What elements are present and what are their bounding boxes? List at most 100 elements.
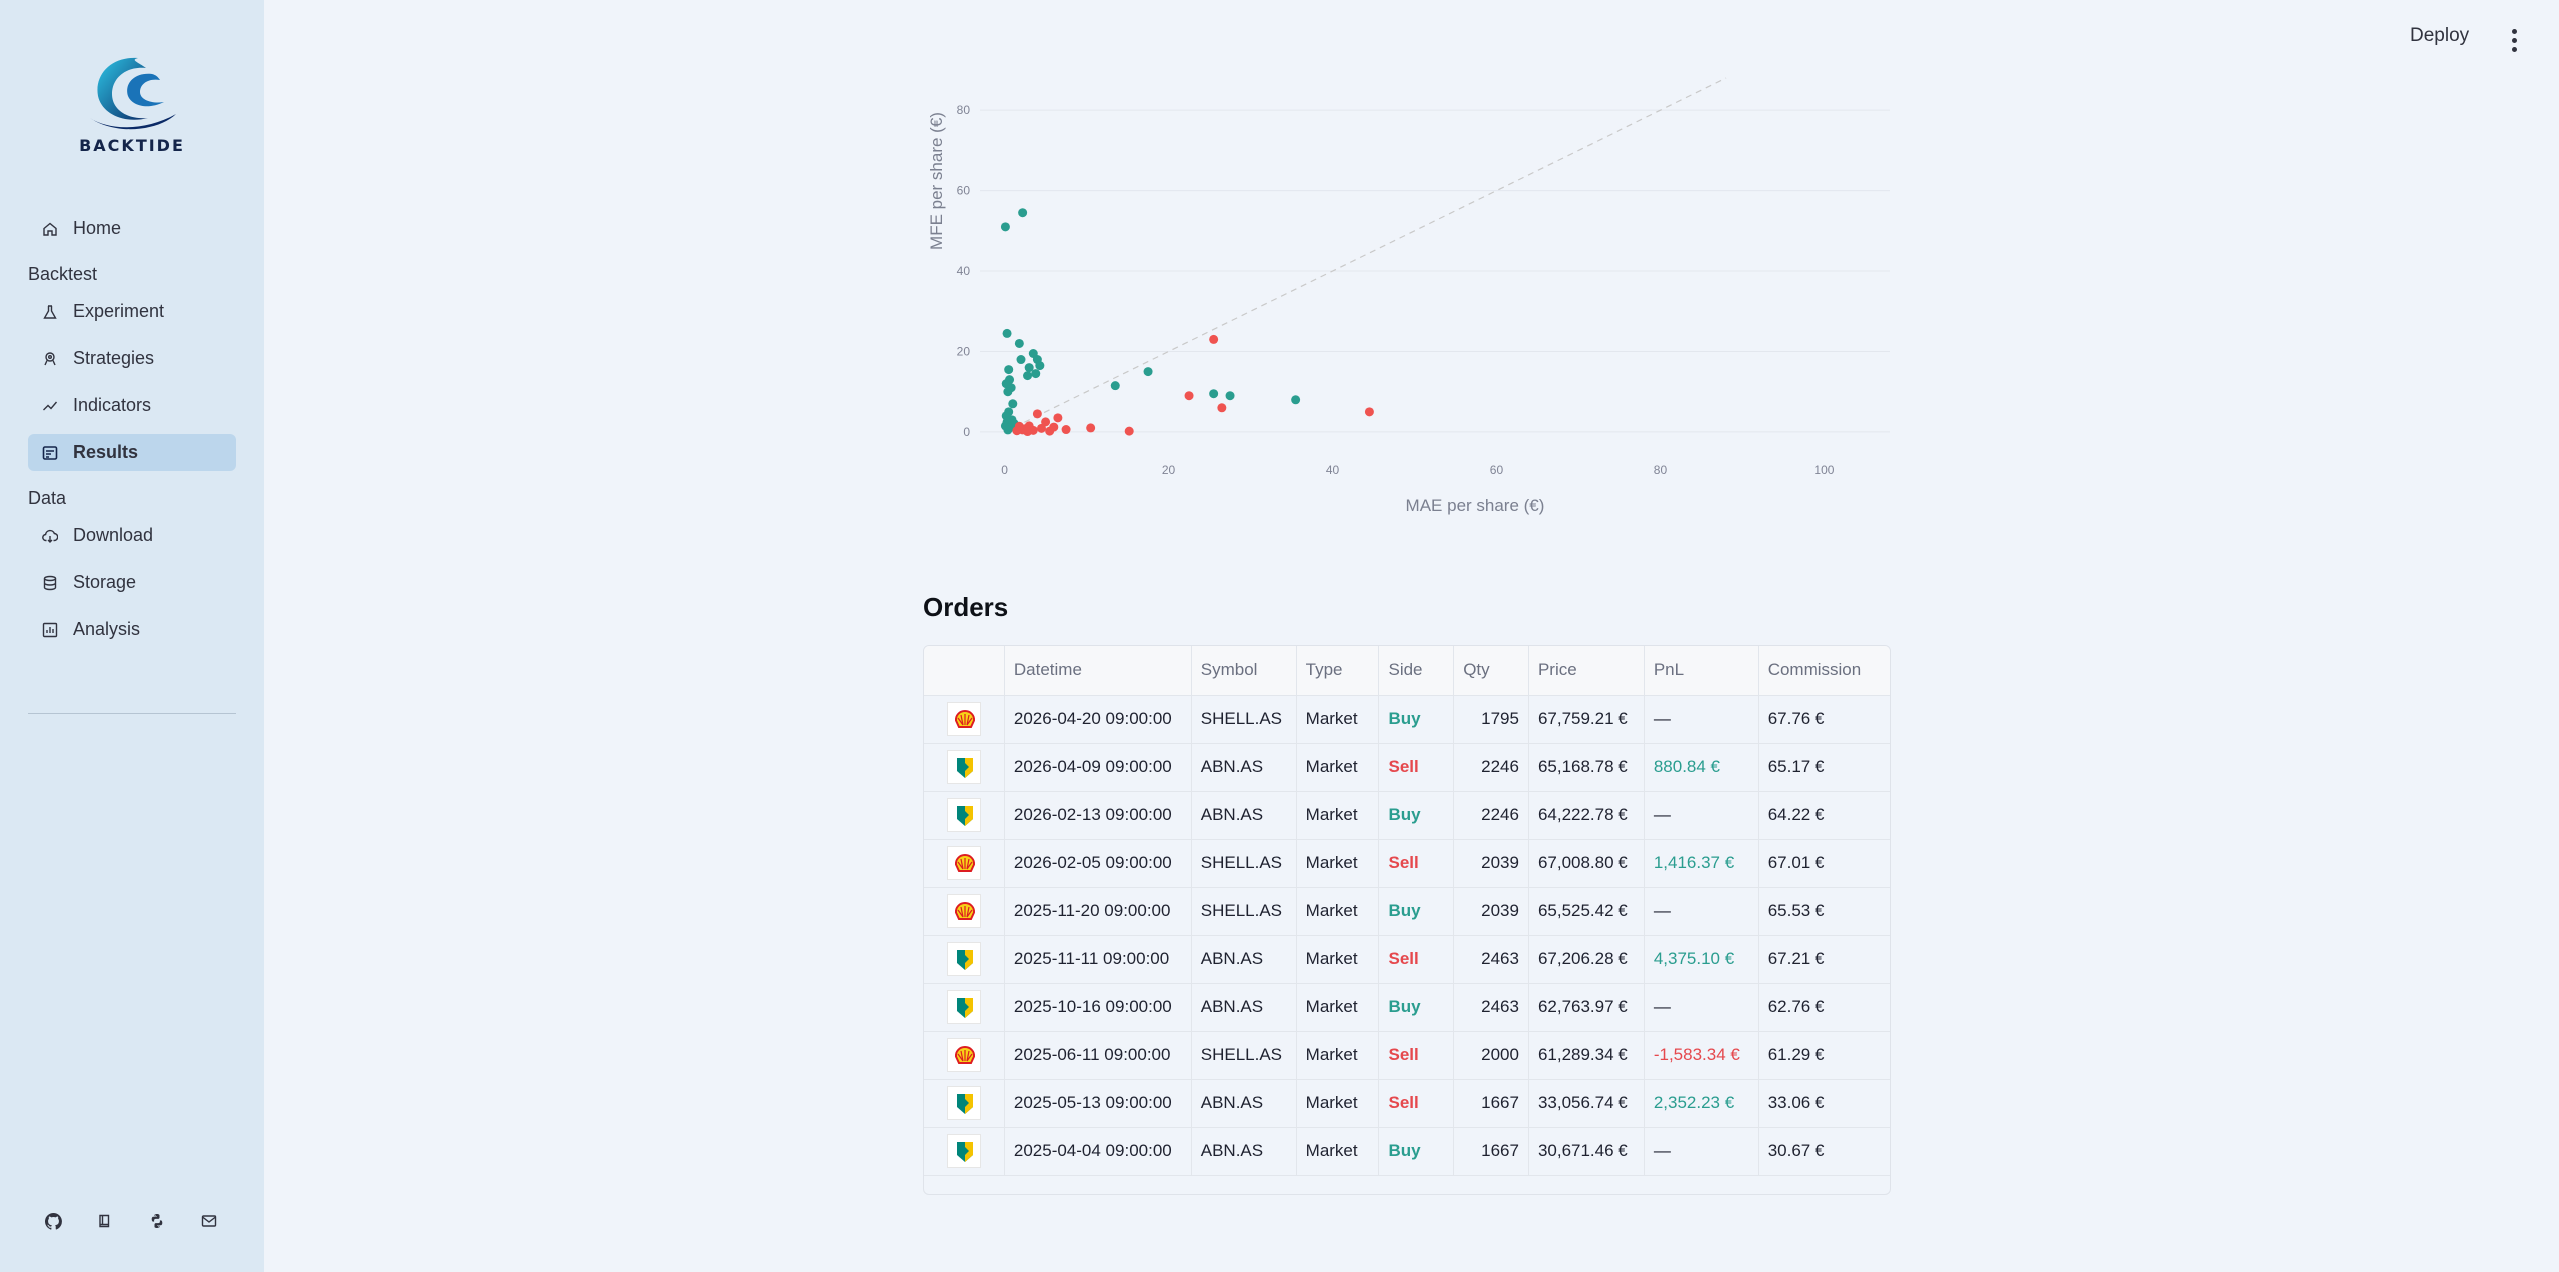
column-header[interactable]	[924, 646, 1005, 696]
abn-logo-icon	[946, 1086, 981, 1120]
column-header[interactable]: Commission	[1758, 646, 1890, 696]
scatter-point-win	[1209, 389, 1219, 399]
cell-price: 65,168.78 €	[1528, 743, 1645, 792]
abn-logo-icon	[956, 1142, 973, 1162]
scatter-point-loss	[1124, 426, 1134, 436]
cell-qty: 2246	[1453, 743, 1529, 792]
abn-logo-icon	[956, 1094, 973, 1114]
cell-side: Buy	[1378, 983, 1455, 1032]
cell-side: Buy	[1378, 695, 1455, 744]
python-icon[interactable]	[148, 1212, 166, 1230]
cell-commission: 67.76 €	[1758, 695, 1890, 744]
sidebar-item-results[interactable]: Results	[28, 434, 236, 471]
book-icon[interactable]	[96, 1212, 114, 1230]
cell-price: 62,763.97 €	[1528, 983, 1645, 1032]
mae-mfe-scatter-chart[interactable]: 0 20 40 60 80 0 20 40 60 80 100 MAE per share (€) MF…	[922, 70, 1894, 550]
cell-datetime: 2025-11-20 09:00:00	[1004, 887, 1192, 936]
y-tick-label: 60	[957, 184, 971, 198]
scatter-point-win	[1035, 361, 1045, 371]
table-row[interactable]: 2025-11-20 09:00:00 SHELL.AS Market Buy 2039…	[924, 887, 1890, 936]
nav-section-backtest: Backtest	[28, 264, 98, 284]
cell-commission: 61.29 €	[1758, 1031, 1890, 1080]
shell-logo-icon	[946, 894, 981, 928]
cell-pnl: —	[1644, 695, 1759, 744]
cell-price: 64,222.78 €	[1528, 791, 1645, 840]
x-tick-label: 100	[1814, 463, 1834, 477]
cell-qty: 1667	[1453, 1127, 1529, 1176]
shell-logo-icon	[946, 846, 981, 880]
cell-type: Market	[1296, 791, 1380, 840]
x-tick-label: 40	[1326, 463, 1340, 477]
y-axis-label: MFE per share (€)	[927, 112, 946, 250]
table-header-row: Datetime Symbol Type Side Qty Price PnL Commiss…	[924, 646, 1890, 696]
github-icon[interactable]	[44, 1212, 62, 1230]
cell-datetime: 2026-02-13 09:00:00	[1004, 791, 1192, 840]
scatter-point-win	[1004, 365, 1014, 375]
cell-commission: 65.53 €	[1758, 887, 1890, 936]
y-tick-label: 40	[957, 264, 971, 278]
cell-price: 61,289.34 €	[1528, 1031, 1645, 1080]
cell-qty: 2463	[1453, 983, 1529, 1032]
backtide-logo[interactable]: BACKTIDE	[68, 52, 196, 160]
sidebar-item-download[interactable]: Download	[28, 517, 236, 554]
scatter-point-win	[1002, 328, 1012, 338]
cell-commission: 64.22 €	[1758, 791, 1890, 840]
abn-logo-icon	[956, 950, 973, 970]
sidebar-item-indicators[interactable]: Indicators	[28, 387, 236, 424]
mail-icon[interactable]	[200, 1212, 218, 1230]
column-header[interactable]: Qty	[1453, 646, 1529, 696]
cell-symbol: SHELL.AS	[1191, 695, 1297, 744]
abn-logo-icon	[946, 942, 981, 976]
shell-logo-icon	[954, 901, 975, 920]
cell-side: Sell	[1378, 1031, 1455, 1080]
column-header[interactable]: Datetime	[1004, 646, 1192, 696]
deploy-button[interactable]: Deploy	[2410, 25, 2470, 46]
sidebar-item-analysis[interactable]: Analysis	[28, 611, 236, 648]
cell-price: 67,759.21 €	[1528, 695, 1645, 744]
table-row[interactable]: 2026-04-20 09:00:00 SHELL.AS Market Buy 1795…	[924, 695, 1890, 744]
cell-type: Market	[1296, 983, 1380, 1032]
cell-qty: 1667	[1453, 1079, 1529, 1128]
table-row[interactable]: 2026-02-13 09:00:00 ABN.AS Market Buy 2246 64…	[924, 791, 1890, 840]
table-row[interactable]: 2025-05-13 09:00:00 ABN.AS Market Sell 1667 3…	[924, 1079, 1890, 1128]
table-row[interactable]: 2025-04-04 09:00:00 ABN.AS Market Buy 1667 30…	[924, 1127, 1890, 1176]
scatter-point-loss	[1032, 409, 1042, 419]
cell-qty: 2000	[1453, 1031, 1529, 1080]
sidebar-nav: Home Backtest Experiment Strategies Indi…	[28, 210, 236, 658]
column-header[interactable]: Type	[1296, 646, 1380, 696]
kebab-menu-icon[interactable]	[2506, 24, 2522, 52]
y-tick-label: 0	[963, 425, 970, 439]
sidebar-item-storage[interactable]: Storage	[28, 564, 236, 601]
abn-logo-icon	[946, 798, 981, 832]
orders-table[interactable]: Datetime Symbol Type Side Qty Price PnL Commiss…	[923, 645, 1891, 1195]
sidebar-item-experiment[interactable]: Experiment	[28, 293, 236, 330]
cell-side: Sell	[1378, 1079, 1455, 1128]
column-header[interactable]: PnL	[1644, 646, 1759, 696]
cell-price: 33,056.74 €	[1528, 1079, 1645, 1128]
scatter-point-loss	[1036, 423, 1046, 433]
sidebar-item-label: Storage	[73, 572, 137, 592]
table-row[interactable]: 2026-04-09 09:00:00 ABN.AS Market Sell 2246 6…	[924, 743, 1890, 792]
scatter-point-loss	[1364, 407, 1374, 417]
abn-logo-icon	[946, 750, 981, 784]
sidebar-item-strategies[interactable]: Strategies	[28, 340, 236, 377]
table-row[interactable]: 2025-10-16 09:00:00 ABN.AS Market Buy 2463 62…	[924, 983, 1890, 1032]
scatter-point-loss	[1061, 425, 1071, 435]
cell-symbol: SHELL.AS	[1191, 1031, 1297, 1080]
cell-type: Market	[1296, 1127, 1380, 1176]
scatter-point-loss	[1184, 391, 1194, 401]
sidebar-item-home[interactable]: Home	[28, 210, 236, 247]
table-row[interactable]: 2026-02-05 09:00:00 SHELL.AS Market Sell 203…	[924, 839, 1890, 888]
cloud-download-icon	[41, 527, 59, 545]
table-row[interactable]: 2025-06-11 09:00:00 SHELL.AS Market Sell 200…	[924, 1031, 1890, 1080]
cell-price: 65,525.42 €	[1528, 887, 1645, 936]
column-header[interactable]: Price	[1528, 646, 1645, 696]
table-row[interactable]: 2025-11-11 09:00:00 ABN.AS Market Sell 2463 6…	[924, 935, 1890, 984]
column-header[interactable]: Side	[1378, 646, 1455, 696]
cell-pnl: —	[1644, 887, 1759, 936]
cell-qty: 2463	[1453, 935, 1529, 984]
home-icon	[41, 220, 59, 238]
column-header[interactable]: Symbol	[1191, 646, 1297, 696]
cell-commission: 33.06 €	[1758, 1079, 1890, 1128]
sidebar-item-label: Indicators	[73, 395, 152, 415]
